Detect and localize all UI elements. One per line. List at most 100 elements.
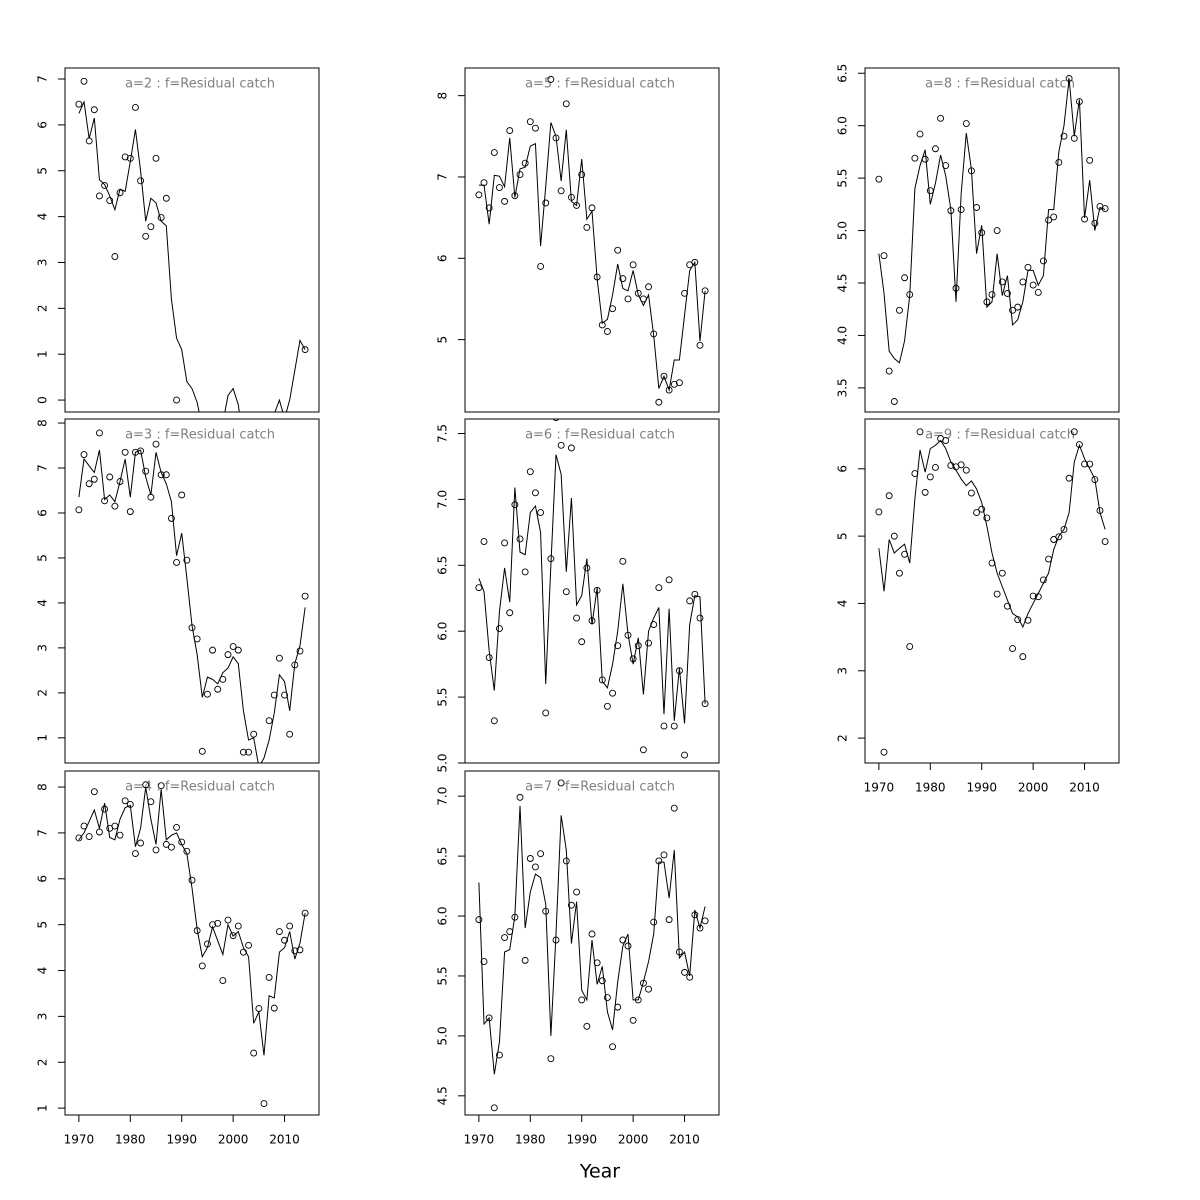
data-point xyxy=(1034,288,1042,296)
data-point xyxy=(901,274,909,282)
data-point xyxy=(1075,441,1083,449)
data-point xyxy=(475,916,483,924)
plot-area xyxy=(875,428,1109,756)
fitted-line xyxy=(78,100,306,412)
data-point xyxy=(967,489,975,497)
data-point xyxy=(95,429,103,437)
data-point xyxy=(131,850,139,858)
data-point xyxy=(531,489,539,497)
data-point xyxy=(1055,158,1063,166)
data-point xyxy=(111,502,119,510)
y-tick-label: 5 xyxy=(836,532,850,540)
x-tick-label: 2010 xyxy=(669,1133,700,1147)
data-point xyxy=(506,127,514,135)
plot-area xyxy=(875,75,1109,405)
y-tick-label: 7.0 xyxy=(436,787,450,806)
data-point xyxy=(681,751,689,759)
panel: a=6 : f=Residual catch 5.0 5.5 6.0 6.5 7.0 7.5 xyxy=(436,418,720,773)
data-point xyxy=(629,1016,637,1024)
y-tick-label: 6 xyxy=(36,875,50,883)
x-tick-label: 1970 xyxy=(64,1133,95,1147)
data-point xyxy=(696,924,704,932)
data-point xyxy=(1060,525,1068,533)
panel-title: a=6 : f=Residual catch xyxy=(525,428,675,443)
panel-title: a=3 : f=Residual catch xyxy=(125,428,275,443)
data-point xyxy=(75,834,83,842)
data-point xyxy=(542,709,550,717)
y-tick-label: 3 xyxy=(836,667,850,675)
panel-frame xyxy=(464,770,720,1116)
data-point xyxy=(121,448,129,456)
data-point xyxy=(85,833,93,841)
panel-title: a=8 : f=Residual catch xyxy=(925,77,1075,92)
data-point xyxy=(214,685,222,693)
y-tick-label: 5 xyxy=(36,167,50,175)
data-point xyxy=(265,973,273,981)
data-point xyxy=(1070,428,1078,436)
data-point xyxy=(490,717,498,725)
data-point xyxy=(490,1104,498,1112)
data-point xyxy=(665,916,673,924)
data-point xyxy=(583,1022,591,1030)
data-point xyxy=(75,506,83,514)
data-point xyxy=(501,539,509,547)
data-point xyxy=(485,204,493,212)
data-point xyxy=(957,206,965,214)
data-point xyxy=(106,473,114,481)
y-tick-label: 8 xyxy=(436,92,450,100)
data-point xyxy=(475,584,483,592)
data-point xyxy=(895,569,903,577)
y-tick-label: 1 xyxy=(36,350,50,358)
data-point xyxy=(1086,460,1094,468)
y-tick-label: 2 xyxy=(36,1058,50,1066)
data-point xyxy=(583,223,591,231)
data-point xyxy=(988,291,996,298)
data-point xyxy=(547,1055,555,1063)
data-point xyxy=(1029,592,1037,600)
data-point xyxy=(624,295,632,303)
data-point xyxy=(137,177,145,185)
data-point xyxy=(521,956,529,964)
data-point xyxy=(90,788,98,796)
data-point xyxy=(101,181,109,189)
x-tick-label: 1980 xyxy=(515,1133,546,1147)
x-tick-label: 2010 xyxy=(269,1133,300,1147)
y-tick-label: 7 xyxy=(36,829,50,837)
data-point xyxy=(301,346,309,354)
data-point xyxy=(203,690,211,698)
data-point xyxy=(152,846,160,854)
x-tick-label: 1990 xyxy=(166,1133,197,1147)
x-axis-label: Year xyxy=(579,1161,620,1183)
data-point xyxy=(895,306,903,314)
data-point xyxy=(906,643,914,650)
data-point xyxy=(645,985,653,993)
data-point xyxy=(645,639,653,647)
data-point xyxy=(567,444,575,452)
data-point xyxy=(993,590,1001,598)
x-tick-label: 2000 xyxy=(1018,781,1049,795)
data-point xyxy=(281,936,289,944)
data-point xyxy=(619,275,627,283)
y-tick-label: 5.5 xyxy=(436,688,450,707)
data-point xyxy=(557,779,565,787)
panel-frame xyxy=(64,770,320,1116)
data-point xyxy=(619,557,627,565)
data-point xyxy=(537,850,545,858)
data-point xyxy=(167,843,175,851)
data-point xyxy=(286,730,294,738)
data-point xyxy=(998,278,1006,286)
data-point xyxy=(650,918,658,926)
data-point xyxy=(480,958,488,966)
y-tick-label: 6 xyxy=(436,254,450,262)
data-point xyxy=(485,654,493,662)
y-tick-label: 7.5 xyxy=(436,424,450,443)
data-point xyxy=(526,468,534,476)
data-point xyxy=(931,145,939,153)
data-point xyxy=(516,171,524,178)
data-point xyxy=(614,642,622,650)
data-point xyxy=(1003,290,1011,297)
data-point xyxy=(962,120,970,128)
data-point xyxy=(1050,213,1058,221)
data-point xyxy=(916,428,924,436)
panel-title: a=7 : f=Residual catch xyxy=(525,780,675,795)
